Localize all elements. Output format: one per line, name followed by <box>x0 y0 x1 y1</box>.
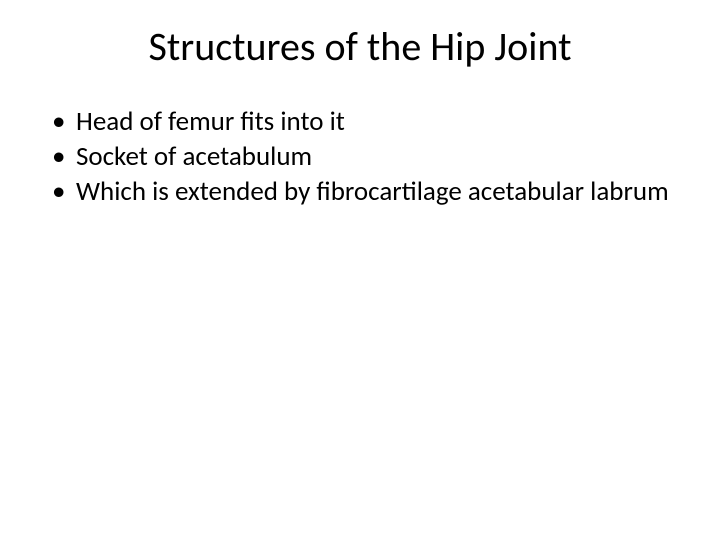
bullet-item: Socket of acetabulum <box>48 141 680 174</box>
slide: Structures of the Hip Joint Head of femu… <box>0 0 720 540</box>
slide-title: Structures of the Hip Joint <box>40 24 680 70</box>
bullet-item: Head of femur fits into it <box>48 106 680 139</box>
bullet-item: Which is extended by fibrocartilage acet… <box>48 176 680 209</box>
bullet-list: Head of femur fits into it Socket of ace… <box>40 106 680 209</box>
